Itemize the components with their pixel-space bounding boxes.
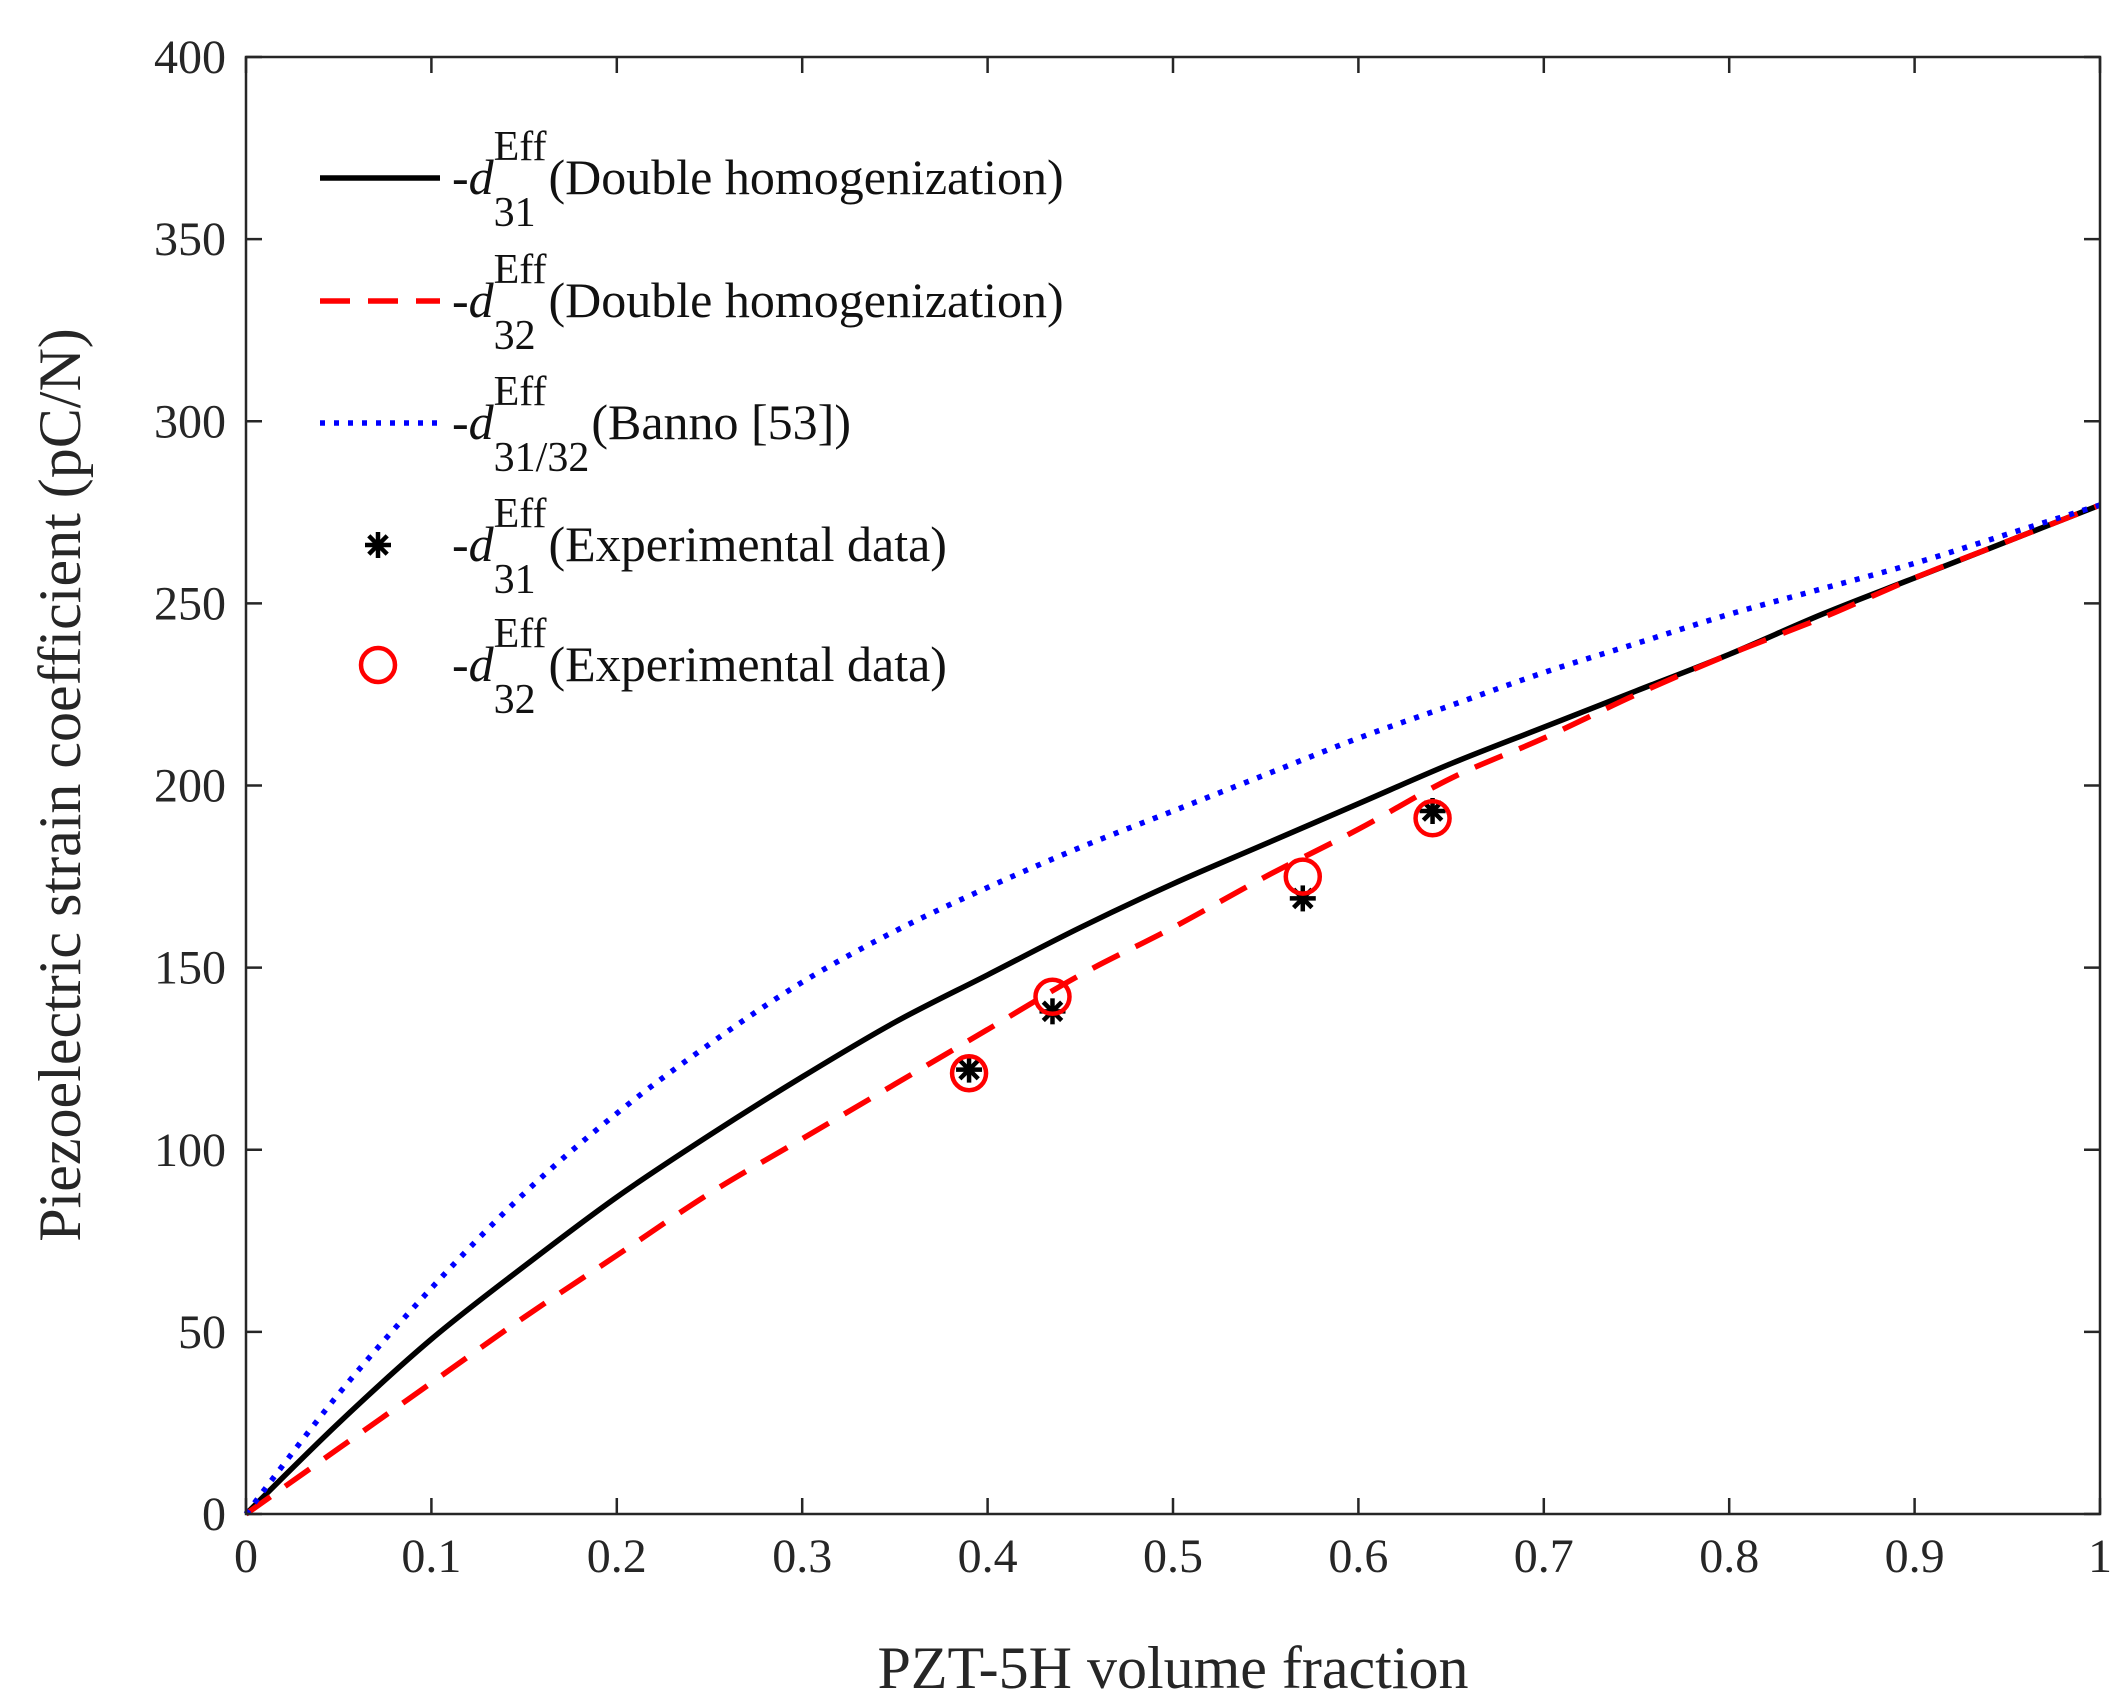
data-point-circle: [1413, 799, 1452, 838]
series-line-0: [244, 502, 2102, 1516]
y-tick-label: 400: [154, 31, 226, 84]
x-tick-label: 0.7: [1514, 1530, 1574, 1583]
legend-symbol: d: [469, 636, 495, 692]
legend-prefix: -: [452, 516, 469, 572]
legend-sup: Eff: [494, 491, 547, 537]
legend-symbol: d: [469, 149, 495, 205]
x-tick-label: 0.5: [1143, 1530, 1203, 1583]
x-tick-label: 0.2: [587, 1530, 647, 1583]
legend-entry-4: -dEff 32 (Experimental data): [358, 611, 947, 723]
y-tick-label: 300: [154, 395, 226, 448]
x-tick-label: 0.3: [772, 1530, 832, 1583]
legend-prefix: -: [452, 272, 469, 328]
x-tick-label: 0.4: [958, 1530, 1018, 1583]
legend-symbol: d: [469, 516, 495, 572]
legend-suffix: (Double homogenization): [549, 149, 1064, 205]
y-tick-label: 350: [154, 213, 226, 266]
legend-prefix: -: [452, 149, 469, 205]
legend-symbol: d: [469, 272, 495, 328]
legend-label: -dEff 31/32(Banno [53]): [452, 369, 851, 481]
legend-label: -dEff 32 (Double homogenization): [452, 247, 1064, 359]
legend-sup: Eff: [494, 247, 547, 293]
legend-label: -dEff 31 (Double homogenization): [452, 124, 1064, 236]
legend-suffix: (Experimental data): [549, 636, 947, 692]
y-axis-title: Piezoelectric strain coefficient (pC/N): [27, 328, 93, 1242]
legend-sub: 32: [494, 677, 536, 723]
legend-sub: 31: [494, 190, 536, 236]
x-tick-label: 0.8: [1699, 1530, 1759, 1583]
legend-prefix: -: [452, 636, 469, 692]
legend-entry-0: -dEff 31 (Double homogenization): [320, 124, 1064, 236]
legend-sup: Eff: [494, 124, 547, 170]
tick-layer: 0 0.1 0.2 0.3 0.4 0.5 0.6 0.7 0.8 0.9 1 0 50 100 150 20…: [154, 31, 2112, 1583]
legend-entry-2: -dEff 31/32(Banno [53]): [320, 369, 851, 481]
legend-suffix: (Experimental data): [549, 516, 947, 572]
legend-suffix: (Double homogenization): [549, 272, 1064, 328]
y-tick-label: 100: [154, 1124, 226, 1177]
legend-sub: 31/32: [494, 435, 590, 481]
y-tick-label: 50: [178, 1306, 226, 1359]
data-point-circle: [1033, 977, 1072, 1017]
y-tick-label: 150: [154, 942, 226, 995]
legend-suffix: (Banno [53]): [591, 394, 851, 450]
y-tick-label: 250: [154, 577, 226, 630]
legend-swatch-circle: [358, 645, 398, 685]
legend: -dEff 31(Double homogenization)-dEff 32(Do…: [320, 124, 1064, 723]
legend-sub: 31: [494, 557, 536, 603]
legend-sup: Eff: [494, 369, 547, 415]
series-line-2: [243, 502, 2101, 1516]
x-axis-title: PZT-5H volume fraction: [877, 1635, 1468, 1701]
legend-sup: Eff: [494, 611, 547, 657]
legend-entry-1: -dEff 32 (Double homogenization): [320, 247, 1064, 359]
x-tick-label: 0.9: [1885, 1530, 1945, 1583]
data-point-circle: [949, 1054, 989, 1093]
legend-prefix: -: [452, 394, 469, 450]
plot-area: [246, 57, 2100, 1514]
data-point-circle: [1283, 857, 1323, 896]
y-tick-label: 0: [202, 1488, 226, 1541]
legend-label: -dEff 32 (Experimental data): [452, 611, 947, 723]
data-point-asterisk: [956, 1056, 983, 1083]
x-tick-label: 0: [234, 1530, 258, 1583]
legend-label: -dEff 31 (Experimental data): [452, 491, 947, 603]
series-layer: [243, 502, 2102, 1517]
x-tick-label: 1: [2088, 1530, 2112, 1583]
legend-entry-3: -dEff 31 (Experimental data): [365, 491, 947, 603]
x-tick-label: 0.1: [401, 1530, 461, 1583]
legend-symbol: d: [469, 394, 495, 450]
y-tick-label: 200: [154, 760, 226, 813]
legend-sub: 32: [494, 313, 536, 359]
marker-layer: [949, 797, 1452, 1093]
x-tick-label: 0.6: [1328, 1530, 1388, 1583]
legend-swatch-asterisk: [365, 532, 391, 558]
